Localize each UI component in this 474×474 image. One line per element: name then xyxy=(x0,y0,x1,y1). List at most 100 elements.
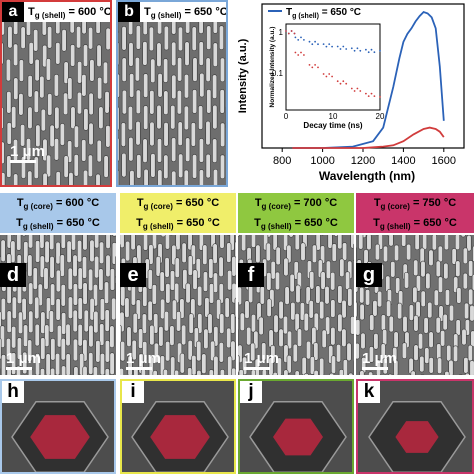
nanopillar xyxy=(49,256,55,279)
nanopillar xyxy=(202,271,209,292)
nanopillar xyxy=(294,235,300,251)
nanopillar xyxy=(72,254,78,278)
nanopillar xyxy=(98,268,104,291)
nanopillar xyxy=(397,302,403,320)
nanopillar xyxy=(88,324,94,348)
nanopillar xyxy=(356,301,358,318)
nanopillar xyxy=(103,155,109,178)
nanopillar xyxy=(99,241,105,265)
nanopillar xyxy=(140,368,146,375)
nanopillar xyxy=(6,122,12,145)
nanopillar xyxy=(265,242,271,262)
nanopillar xyxy=(266,298,272,318)
nanopillar xyxy=(43,267,49,290)
nanopillar xyxy=(20,26,26,50)
nanopillar xyxy=(413,259,419,277)
nanopillar xyxy=(435,316,441,334)
nanopillar xyxy=(181,324,187,346)
nanopillar xyxy=(388,235,394,247)
nanopillar xyxy=(377,290,383,308)
inset-point xyxy=(379,96,381,98)
nanopillar xyxy=(212,272,219,293)
nanopillar xyxy=(151,235,158,250)
nanopillar xyxy=(212,104,218,130)
nanopillar xyxy=(73,366,79,375)
nanopillar xyxy=(273,314,279,334)
nanopillar xyxy=(143,73,149,98)
nanopillar xyxy=(184,41,190,67)
nanopillar xyxy=(218,283,224,304)
nanopillar xyxy=(278,328,284,348)
nanopillar xyxy=(142,138,148,163)
nanopillar xyxy=(49,124,55,148)
inset-point xyxy=(322,73,325,75)
nanopillar xyxy=(380,314,386,331)
nanopillar xyxy=(219,368,225,375)
nanopillar xyxy=(188,313,194,334)
nanopillar xyxy=(390,261,396,278)
sem-panel-d: d 1 μm xyxy=(0,235,116,375)
nanopillar xyxy=(183,169,189,185)
nanopillar xyxy=(415,300,421,318)
hexagon-image-j xyxy=(240,381,352,472)
nanopillar xyxy=(61,312,67,335)
nanopillar xyxy=(153,342,159,364)
nanopillar xyxy=(341,328,347,348)
nanopillar xyxy=(33,29,39,52)
nanopillar xyxy=(369,314,375,331)
nanopillar xyxy=(342,359,348,375)
nanopillar xyxy=(49,235,55,251)
nanopillar xyxy=(218,256,224,278)
inset-point xyxy=(373,51,376,54)
nanopillar xyxy=(121,152,127,178)
panel-label-j: j xyxy=(240,381,262,403)
nanopillar xyxy=(250,369,256,375)
nanopillar xyxy=(315,285,321,304)
nanopillar xyxy=(187,339,193,361)
inset-point xyxy=(294,51,297,54)
nanopillar xyxy=(132,312,138,334)
nanopillar xyxy=(153,313,159,334)
nanopillar xyxy=(121,89,127,115)
inset-point xyxy=(331,45,333,48)
nanopillar xyxy=(171,41,177,67)
nanopillar xyxy=(422,235,428,251)
nanopillar xyxy=(77,61,83,84)
series-line-650 xyxy=(292,10,445,149)
nanopillar xyxy=(27,339,33,362)
nanopillar xyxy=(218,342,224,363)
nanopillar xyxy=(164,257,170,278)
nanopillar xyxy=(308,300,314,319)
nanopillar xyxy=(34,353,41,375)
sem-panel-b: Tg (shell) = 650 °C b xyxy=(116,0,228,187)
nanopillar xyxy=(17,311,24,335)
nanopillar xyxy=(198,169,204,185)
nanopillar xyxy=(309,356,315,375)
nanopillar xyxy=(268,329,274,348)
hexagon-core xyxy=(273,418,323,456)
nanopillar xyxy=(89,297,95,321)
nanopillar xyxy=(67,267,73,291)
nanopillar xyxy=(255,244,261,264)
nanopillar xyxy=(364,289,371,306)
nanopillar xyxy=(207,313,213,335)
nanopillar xyxy=(63,92,69,116)
series-line-red xyxy=(292,126,445,149)
nanopillar xyxy=(135,89,141,115)
nanopillar xyxy=(382,329,388,346)
nanopillar xyxy=(220,122,226,148)
nanopillar xyxy=(213,355,219,375)
nanopillar xyxy=(148,356,154,375)
inset-point xyxy=(336,45,339,48)
nanopillar xyxy=(177,26,184,52)
nanopillar xyxy=(88,26,94,50)
nanopillar xyxy=(66,240,72,264)
nanopillar xyxy=(49,186,54,187)
nanopillar xyxy=(27,254,33,277)
nanopillar xyxy=(301,356,307,375)
nanopillar xyxy=(356,342,360,360)
nanopillar xyxy=(403,272,410,289)
nanopillar xyxy=(45,353,51,375)
nanopillar xyxy=(468,260,474,277)
nanopillar xyxy=(219,154,226,180)
